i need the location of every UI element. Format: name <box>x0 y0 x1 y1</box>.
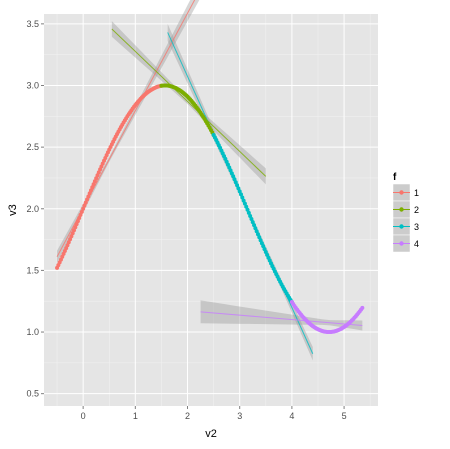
x-tick-label: 5 <box>342 411 347 421</box>
data-point <box>252 223 257 228</box>
y-tick-label: 2.5 <box>26 142 39 152</box>
data-point <box>90 185 95 190</box>
x-axis-ticks: 0 1 2 3 4 5 <box>81 406 347 421</box>
data-point <box>233 180 238 185</box>
data-point <box>74 222 79 227</box>
y-tick-label: 3.5 <box>26 19 39 29</box>
legend: f 1 2 3 4 <box>392 172 419 253</box>
data-point <box>236 186 241 191</box>
series-1-points <box>55 83 164 270</box>
legend-label: 3 <box>414 222 419 232</box>
data-point <box>68 237 73 242</box>
x-tick-label: 0 <box>81 411 86 421</box>
y-tick-label: 1.5 <box>26 265 39 275</box>
legend-item-2: 2 <box>392 200 419 219</box>
legend-key-point <box>399 241 404 246</box>
y-tick-label: 0.5 <box>26 389 39 399</box>
legend-key-point <box>399 190 404 195</box>
data-point <box>253 226 258 231</box>
legend-label: 2 <box>414 205 419 215</box>
data-point <box>85 197 90 202</box>
data-point <box>86 194 91 199</box>
data-point <box>239 192 244 197</box>
y-axis-ticks: 0.5 1.0 1.5 2.0 2.5 3.0 3.5 <box>26 19 44 399</box>
data-point <box>73 225 78 230</box>
data-point <box>82 203 87 208</box>
data-point <box>77 216 82 221</box>
legend-item-4: 4 <box>392 234 419 253</box>
y-tick-label: 3.0 <box>26 80 39 90</box>
data-point <box>70 231 75 236</box>
data-point <box>254 229 259 234</box>
data-point <box>72 228 77 233</box>
data-point <box>242 201 247 206</box>
y-tick-label: 2.0 <box>26 204 39 214</box>
x-tick-label: 1 <box>133 411 138 421</box>
legend-item-1: 1 <box>392 183 419 202</box>
data-point <box>246 210 251 215</box>
trend-line-2 <box>111 28 267 177</box>
data-point <box>255 232 260 237</box>
y-axis-title: v3 <box>7 204 19 216</box>
x-tick-label: 2 <box>185 411 190 421</box>
data-point <box>240 195 245 200</box>
data-point <box>78 212 83 217</box>
legend-key-point <box>399 207 404 212</box>
legend-label: 1 <box>414 188 419 198</box>
data-point <box>237 189 242 194</box>
trend-line-4 <box>200 311 363 326</box>
data-point <box>231 174 236 179</box>
data-point <box>360 305 365 310</box>
x-tick-label: 4 <box>289 411 294 421</box>
legend-label: 4 <box>414 239 419 249</box>
data-point <box>92 179 97 184</box>
data-point <box>235 183 240 188</box>
legend-title: f <box>393 172 397 183</box>
data-point <box>87 191 92 196</box>
data-point <box>244 204 249 209</box>
grid-lines <box>44 14 378 406</box>
series-3-points <box>211 132 294 305</box>
plot-panel <box>44 14 378 406</box>
data-point <box>75 219 80 224</box>
confidence-band-4 <box>200 300 363 331</box>
legend-key-point <box>399 224 404 229</box>
data-point <box>245 207 250 212</box>
data-point <box>88 188 93 193</box>
data-point <box>83 200 88 205</box>
x-axis-title: v2 <box>205 428 217 440</box>
data-point <box>257 235 262 240</box>
data-point <box>69 234 74 239</box>
data-point <box>91 182 96 187</box>
data-point <box>250 220 255 225</box>
legend-item-3: 3 <box>392 217 419 236</box>
data-points <box>55 83 365 335</box>
y-tick-label: 1.0 <box>26 327 39 337</box>
series-2-points <box>159 83 216 137</box>
data-point <box>81 206 86 211</box>
x-tick-label: 3 <box>237 411 242 421</box>
data-point <box>248 213 253 218</box>
data-point <box>232 177 237 182</box>
series-4-points <box>289 300 365 335</box>
data-point <box>249 217 254 222</box>
data-point <box>79 209 84 214</box>
data-point <box>241 198 246 203</box>
